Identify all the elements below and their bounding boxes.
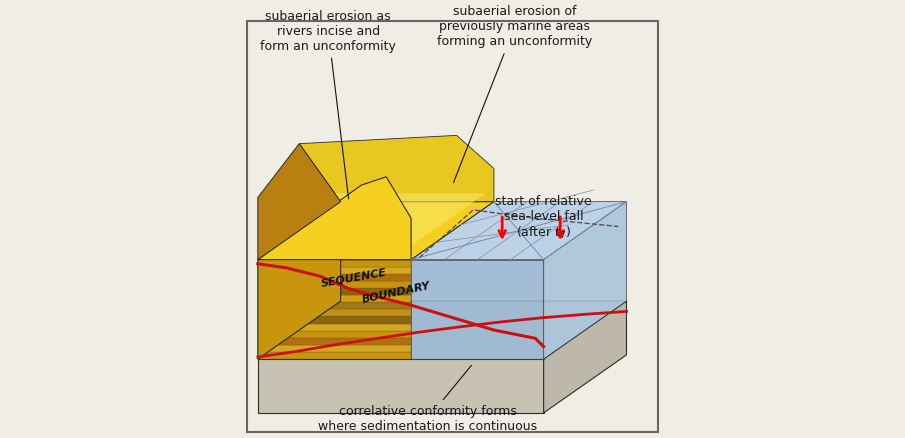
Polygon shape xyxy=(279,193,486,251)
Polygon shape xyxy=(544,201,626,359)
Polygon shape xyxy=(300,135,494,201)
Text: subaerial erosion of
previously marine areas
forming an unconformity: subaerial erosion of previously marine a… xyxy=(437,5,592,183)
Polygon shape xyxy=(258,338,411,345)
Polygon shape xyxy=(258,301,626,359)
Polygon shape xyxy=(411,260,544,359)
Polygon shape xyxy=(258,201,494,260)
Polygon shape xyxy=(258,281,411,288)
Polygon shape xyxy=(258,331,411,338)
Text: SEQUENCE: SEQUENCE xyxy=(320,267,387,289)
Polygon shape xyxy=(258,201,340,359)
Polygon shape xyxy=(258,295,411,302)
Text: BOUNDARY: BOUNDARY xyxy=(361,281,432,305)
Polygon shape xyxy=(258,324,411,331)
Polygon shape xyxy=(544,301,626,413)
Polygon shape xyxy=(258,144,340,260)
Polygon shape xyxy=(258,352,411,359)
Polygon shape xyxy=(258,267,411,274)
Polygon shape xyxy=(258,274,411,281)
Polygon shape xyxy=(258,316,411,324)
Polygon shape xyxy=(258,309,411,316)
Polygon shape xyxy=(258,359,544,413)
Polygon shape xyxy=(411,201,626,260)
Polygon shape xyxy=(258,345,411,352)
Text: subaerial erosion as
rivers incise and
form an unconformity: subaerial erosion as rivers incise and f… xyxy=(261,10,396,199)
Polygon shape xyxy=(258,260,411,267)
Text: start of relative
sea-level fall
(after $t_7$): start of relative sea-level fall (after … xyxy=(495,195,592,241)
Polygon shape xyxy=(258,302,411,309)
Polygon shape xyxy=(258,177,411,260)
Polygon shape xyxy=(258,288,411,295)
Text: correlative conformity forms
where sedimentation is continuous: correlative conformity forms where sedim… xyxy=(318,365,538,433)
